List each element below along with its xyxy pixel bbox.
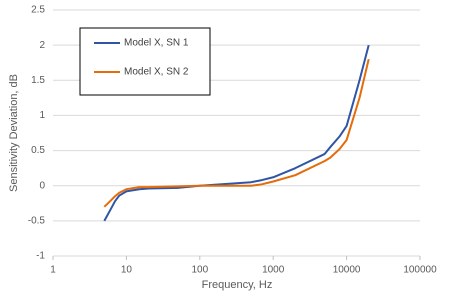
y-tick-label: 2.5	[31, 5, 45, 16]
series-line	[103, 44, 370, 222]
series-line	[103, 58, 370, 208]
x-tick-label: 100000	[403, 265, 437, 276]
y-tick-label: -0.5	[28, 215, 46, 226]
y-tick-label: 2	[39, 40, 45, 51]
y-tick-label: 0.5	[31, 145, 45, 156]
y-tick-label: 1	[39, 110, 45, 121]
x-tick-label: 10	[121, 265, 133, 276]
x-axis-title: Frequency, Hz	[202, 279, 273, 291]
y-tick-label: 0	[39, 180, 45, 191]
y-tick-label: -1	[36, 251, 45, 262]
legend-label: Model X, SN 2	[124, 67, 189, 78]
y-tick-label: 1.5	[31, 75, 45, 86]
x-tick-label: 1000	[262, 265, 285, 276]
legend-label: Model X, SN 1	[124, 38, 189, 49]
y-axis-title: Sensitivity Deviation, dB	[8, 74, 20, 192]
x-tick-label: 10000	[333, 265, 361, 276]
x-tick-label: 100	[191, 265, 208, 276]
legend-box	[79, 27, 211, 96]
x-tick-label: 1	[50, 265, 56, 276]
